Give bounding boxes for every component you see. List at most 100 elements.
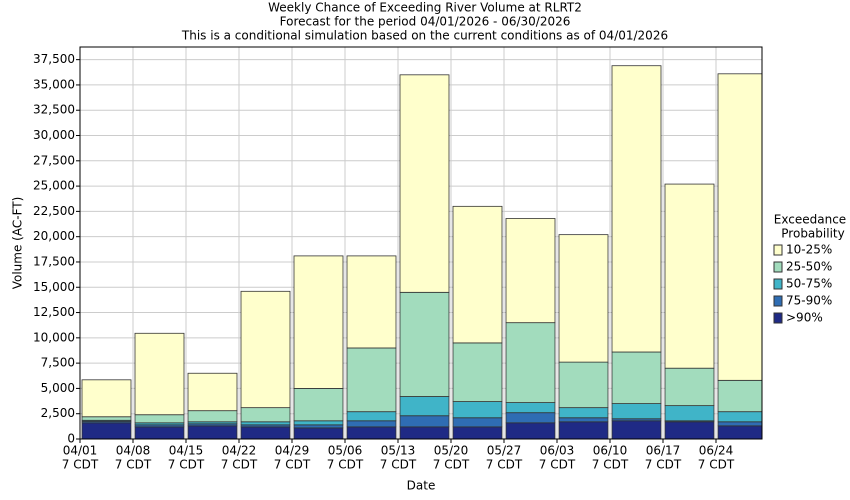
- y-tick-label: 15,000: [33, 280, 75, 294]
- y-axis-label: Volume (AC-FT): [11, 197, 25, 290]
- bar-segment: [346, 255, 397, 349]
- bar-segment: [452, 342, 503, 402]
- bar-segment: [346, 411, 397, 422]
- legend-label: 50-75%: [786, 277, 832, 291]
- bar-segment: [399, 415, 450, 428]
- legend-swatch: [773, 278, 783, 290]
- bar-segment: [240, 407, 291, 423]
- bar-segment: [293, 424, 344, 429]
- y-tick-label: 27,500: [33, 153, 75, 167]
- legend-title: Probability: [781, 227, 844, 241]
- legend-swatch: [773, 244, 783, 256]
- bar-segment: [611, 65, 662, 353]
- bar-segment: [505, 322, 556, 403]
- legend-title: Exceedance: [774, 213, 846, 227]
- bar-segment: [452, 205, 503, 344]
- x-tick-label: 05/06: [328, 444, 363, 458]
- plot-area: [80, 47, 762, 439]
- chart-title: Weekly Chance of Exceeding River Volume …: [268, 1, 582, 15]
- x-tick-label: 7 CDT: [486, 458, 523, 472]
- x-tick-label: 7 CDT: [62, 458, 99, 472]
- x-tick-label: 04/01: [63, 444, 98, 458]
- y-tick-label: 25,000: [33, 179, 75, 193]
- x-tick-label: 7 CDT: [168, 458, 205, 472]
- y-tick-label: 35,000: [33, 77, 75, 91]
- bar-segment: [346, 426, 397, 439]
- x-tick-label: 04/08: [116, 444, 151, 458]
- x-tick-label: 05/20: [434, 444, 469, 458]
- bar-segment: [664, 405, 715, 422]
- x-axis-label: Date: [407, 479, 436, 493]
- bar-segment: [399, 426, 450, 439]
- bar-segment: [558, 421, 609, 439]
- bar-segment: [293, 420, 344, 426]
- legend-swatch: [773, 312, 783, 324]
- bar-segment: [452, 426, 503, 439]
- y-tick-label: 17,500: [33, 254, 75, 268]
- x-tick-label: 7 CDT: [592, 458, 629, 472]
- bar-segment: [717, 411, 762, 423]
- bar-segment: [240, 290, 291, 409]
- bar-segment: [505, 412, 556, 424]
- y-tick-label: 10,000: [33, 330, 75, 344]
- bar-segment: [399, 291, 450, 397]
- bar-segment: [664, 421, 715, 439]
- y-tick-label: 20,000: [33, 229, 75, 243]
- y-tick-label: 2,500: [41, 406, 75, 420]
- bar-segment: [505, 218, 556, 324]
- chart-note: This is a conditional simulation based o…: [181, 29, 668, 43]
- bar-segment: [717, 421, 762, 427]
- bar-segment: [717, 379, 762, 413]
- x-tick-label: 04/15: [169, 444, 204, 458]
- x-tick-label: 7 CDT: [327, 458, 364, 472]
- bar-segment: [399, 396, 450, 417]
- y-tick-label: 32,500: [33, 103, 75, 117]
- legend-label: 10-25%: [786, 243, 832, 257]
- bar-segment: [505, 422, 556, 439]
- legend-label: 25-50%: [786, 260, 832, 274]
- bar-segment: [81, 379, 132, 418]
- x-tick-label: 7 CDT: [698, 458, 735, 472]
- x-tick-label: 7 CDT: [115, 458, 152, 472]
- y-tick-label: 22,500: [33, 204, 75, 218]
- bar-segment: [346, 347, 397, 413]
- legend-label: >90%: [786, 311, 823, 325]
- bar-segment: [187, 410, 238, 423]
- x-tick-label: 05/13: [381, 444, 416, 458]
- x-tick-label: 7 CDT: [433, 458, 470, 472]
- bar-segment: [558, 361, 609, 409]
- bar-segment: [293, 388, 344, 422]
- legend-swatch: [773, 295, 783, 307]
- x-tick-label: 06/17: [646, 444, 681, 458]
- x-tick-label: 7 CDT: [274, 458, 311, 472]
- y-tick-label: 12,500: [33, 305, 75, 319]
- bar-segment: [134, 426, 185, 439]
- y-tick-label: 7,500: [41, 356, 75, 370]
- x-tick-label: 05/27: [487, 444, 522, 458]
- x-tick-label: 7 CDT: [380, 458, 417, 472]
- x-tick-label: 7 CDT: [221, 458, 258, 472]
- bar-segment: [134, 332, 185, 416]
- bar-segment: [293, 255, 344, 389]
- y-tick-label: 37,500: [33, 52, 75, 66]
- bar-segment: [346, 420, 397, 428]
- x-tick-label: 06/10: [593, 444, 628, 458]
- bar-segment: [81, 416, 132, 421]
- bar-segment: [558, 417, 609, 423]
- bar-segment: [558, 234, 609, 363]
- bar-segment: [293, 427, 344, 439]
- bar-segment: [505, 402, 556, 414]
- x-tick-label: 7 CDT: [645, 458, 682, 472]
- x-tick-label: 06/24: [699, 444, 734, 458]
- y-tick-label: 30,000: [33, 128, 75, 142]
- bar-segment: [717, 425, 762, 439]
- bar-segment: [134, 414, 185, 424]
- bar-segment: [452, 401, 503, 419]
- bar-segment: [717, 73, 762, 381]
- bar-segment: [664, 367, 715, 407]
- bar-segment: [611, 420, 662, 439]
- bar-segment: [187, 425, 238, 439]
- bar-segment: [664, 183, 715, 369]
- bar-segment: [187, 372, 238, 412]
- legend-label: 75-90%: [786, 294, 832, 308]
